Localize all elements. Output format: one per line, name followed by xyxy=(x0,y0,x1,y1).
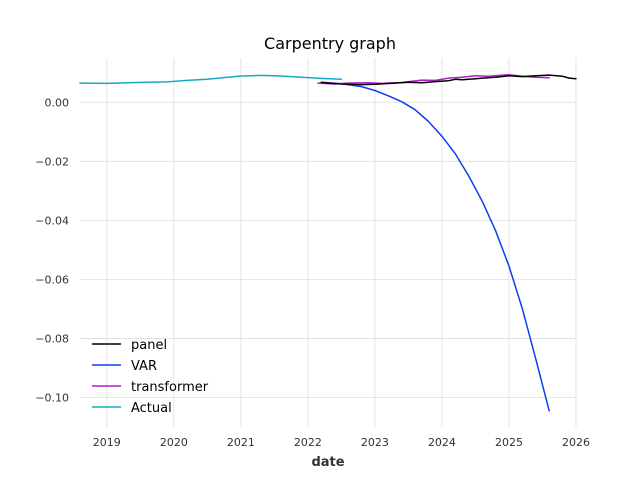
legend-label-transformer: transformer xyxy=(131,380,209,395)
x-tick-label: 2026 xyxy=(562,436,590,449)
chart-title: Carpentry graph xyxy=(264,34,396,53)
x-tick-label: 2021 xyxy=(227,436,255,449)
x-tick-label: 2023 xyxy=(361,436,389,449)
y-tick-label: −0.06 xyxy=(35,273,69,286)
series-line-panel xyxy=(320,74,577,86)
x-tick-label: 2022 xyxy=(294,436,322,449)
x-tick-label: 2025 xyxy=(495,436,523,449)
x-tick-label: 2024 xyxy=(428,436,456,449)
grid xyxy=(80,58,577,427)
y-tick-label: −0.02 xyxy=(35,155,69,168)
y-tick-label: 0.00 xyxy=(45,96,70,109)
y-tick-label: −0.10 xyxy=(35,391,69,404)
y-axis-ticks: 0.00 −0.02 −0.04 −0.06 −0.08 −0.10 xyxy=(35,96,69,404)
y-tick-label: −0.04 xyxy=(35,214,69,227)
x-tick-label: 2019 xyxy=(93,436,121,449)
x-axis-title: date xyxy=(311,455,344,470)
series-line-var xyxy=(320,81,550,412)
legend-label-actual: Actual xyxy=(131,401,172,416)
legend-label-var: VAR xyxy=(131,359,157,374)
series-line-actual xyxy=(79,74,343,85)
x-axis-ticks: 2019 2020 2021 2022 2023 2024 2025 2026 xyxy=(93,436,590,449)
x-tick-label: 2020 xyxy=(160,436,188,449)
legend-label-panel: panel xyxy=(131,338,167,353)
legend: panel VAR transformer Actual xyxy=(92,338,209,416)
series-lines xyxy=(79,74,577,412)
y-tick-label: −0.08 xyxy=(35,332,69,345)
